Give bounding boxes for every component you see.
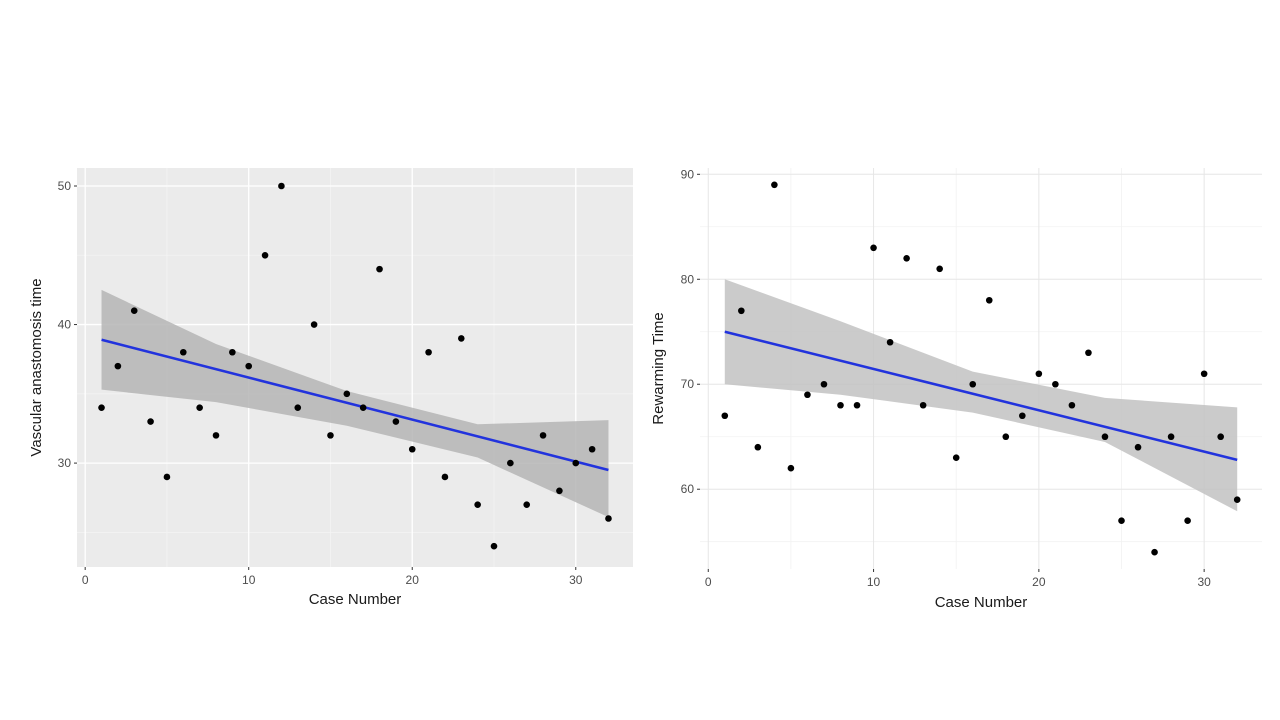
regression-line [724,330,1238,462]
data-point [588,445,596,453]
data-point [820,380,828,388]
regression-line [101,338,609,472]
data-point [441,473,449,481]
y-axis-title: Rewarming Time [650,312,667,425]
data-point [163,473,171,481]
data-point [771,181,778,189]
x-tick-label: 0 [705,575,712,589]
data-point [376,265,383,273]
x-axis-ticks: 0 10 20 30 [82,567,583,587]
data-point [1052,380,1059,388]
x-tick-label: 10 [242,573,256,587]
chart-right: 0 10 20 30 60 70 80 90 Case Number Rewarming T… [650,167,1262,611]
data-point [556,487,563,495]
data-point [539,432,547,439]
data-point [245,362,253,370]
data-point [903,254,910,262]
data-point [425,348,432,356]
data-point [261,251,269,259]
y-tick-label: 80 [681,272,695,286]
data-point [408,445,416,453]
x-axis-ticks: 0 10 20 30 [705,569,1211,589]
data-point [969,380,977,388]
x-tick-label: 20 [1032,575,1046,589]
data-point [1151,548,1158,556]
y-axis-ticks: 60 70 80 90 [681,167,700,496]
y-axis-ticks: 30 40 50 [58,179,77,470]
x-axis-title: Case Number [309,591,402,608]
data-point [490,542,498,550]
data-point [738,307,745,315]
data-point [507,459,514,467]
data-point [1085,349,1092,357]
data-point [523,501,531,508]
data-point [837,401,844,409]
data-point [754,443,762,451]
x-axis-title: Case Number [935,594,1028,611]
data-point [1068,401,1076,409]
data-point [114,362,122,370]
data-point [853,401,861,409]
data-point [787,464,795,472]
data-point [196,404,203,411]
confidence-band [101,289,609,518]
data-point [1002,433,1010,441]
data-point [919,401,927,409]
data-point [936,265,943,273]
grid-lines [700,168,1262,569]
data-point [1118,517,1125,525]
x-tick-label: 30 [1197,575,1211,589]
data-point [179,348,187,356]
data-point [130,307,138,314]
y-tick-label: 70 [681,377,695,391]
data-point [1101,433,1109,441]
data-point [359,404,367,411]
data-point [985,296,993,304]
data-point [1019,412,1026,420]
data-point [1184,517,1191,525]
data-point [310,321,318,328]
data-point [1217,433,1224,441]
y-axis-title: Vascular anastomosis time [28,278,45,456]
trend-line [101,338,609,472]
y-tick-label: 90 [681,167,695,181]
data-point [278,182,285,190]
data-point [327,432,334,439]
data-point [1167,433,1175,441]
data-points [721,181,1241,556]
data-point [1200,370,1208,378]
data-point [392,418,400,425]
data-point [870,244,877,252]
data-point [474,501,481,508]
trend-line [724,330,1238,462]
data-point [1233,496,1241,504]
data-points [98,182,612,550]
data-point [212,432,220,439]
data-point [457,335,465,342]
data-point [605,515,612,522]
data-point [1035,370,1043,378]
y-tick-label: 60 [681,482,695,496]
y-tick-label: 30 [58,456,72,470]
data-point [721,412,729,420]
data-point [147,418,154,425]
y-tick-label: 50 [58,179,72,193]
data-point [572,459,580,467]
data-point [343,390,351,398]
data-point [886,338,894,346]
confidence-band-area [101,289,609,518]
x-tick-label: 20 [406,573,420,587]
data-point [804,391,811,399]
data-point [952,454,960,462]
x-tick-label: 10 [867,575,881,589]
y-tick-label: 40 [58,318,72,332]
data-point [294,404,302,411]
data-point [1134,443,1142,451]
data-point [229,348,236,356]
data-point [98,404,105,411]
x-tick-label: 0 [82,573,89,587]
chart-left: 0 10 20 30 30 40 50 Case Number Vascular anas… [28,168,633,608]
x-tick-label: 30 [569,573,583,587]
